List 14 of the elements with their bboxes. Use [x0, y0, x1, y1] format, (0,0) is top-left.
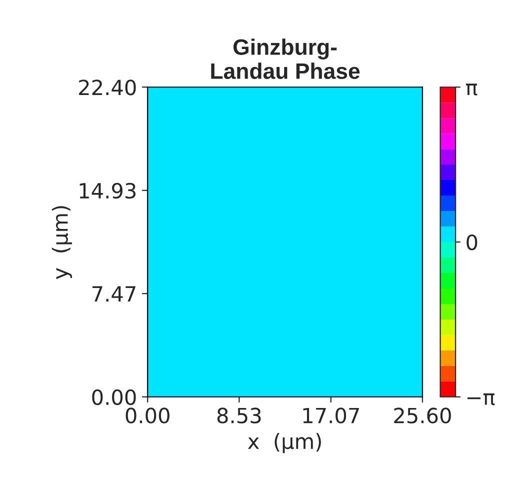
- color-bar-label: π: [466, 84, 478, 96]
- x-tick-label: 25.60: [394, 408, 451, 424]
- x-tick-label: 0.00: [126, 408, 170, 424]
- x-tick-label: 17.07: [303, 408, 359, 424]
- y-tick-label: 22.40: [79, 80, 136, 96]
- x-axis-title: x (μm): [248, 433, 321, 454]
- color-bar-label: −π: [467, 393, 495, 406]
- y-axis-title: y (μm): [52, 206, 72, 280]
- y-tick-label: 0.00: [92, 389, 136, 406]
- x-tick-label: 8.53: [217, 408, 261, 424]
- color-bar-label: 0: [466, 234, 478, 250]
- y-tick-label: 14.93: [80, 182, 136, 199]
- y-tick-label: 7.47: [92, 286, 136, 302]
- chart-title: Ginzburg- Landau Phase: [211, 38, 360, 80]
